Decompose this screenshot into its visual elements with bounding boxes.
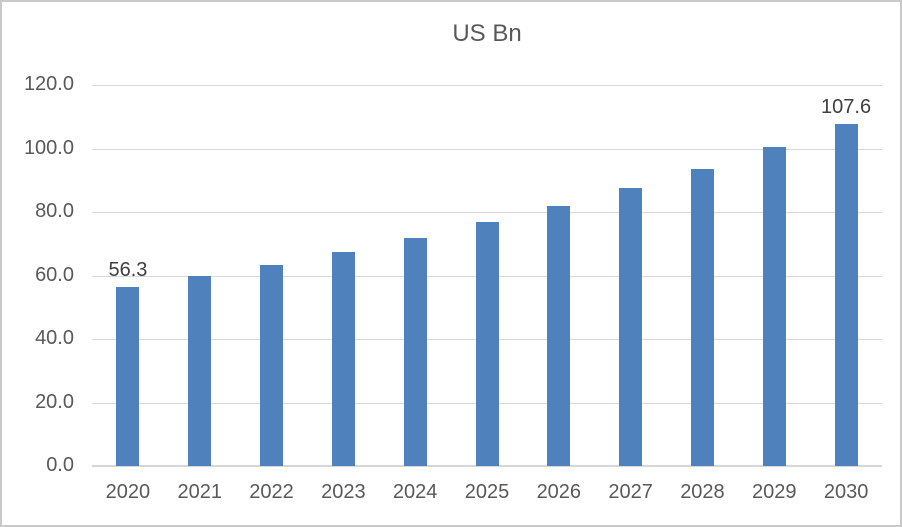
bar xyxy=(188,276,212,466)
y-tick-label: 20.0 xyxy=(35,390,74,413)
x-tick-label: 2029 xyxy=(752,481,797,503)
bar xyxy=(403,237,427,466)
bar xyxy=(116,287,140,466)
bar xyxy=(762,146,786,466)
x-tick-label: 2025 xyxy=(464,481,510,503)
bar xyxy=(331,251,355,466)
bar xyxy=(547,206,571,466)
bar xyxy=(619,188,643,466)
plot-area: 56.3 107.6 xyxy=(92,85,882,467)
x-tick-label: 2021 xyxy=(177,481,222,503)
x-tick-label: 2030 xyxy=(823,481,869,503)
y-tick-label: 80.0 xyxy=(35,200,74,222)
x-tick-label: 2026 xyxy=(536,481,582,503)
y-tick-label: 60.0 xyxy=(35,263,74,286)
x-tick-label: 2022 xyxy=(249,481,294,503)
data-label: 56.3 xyxy=(108,259,148,282)
x-tick-label: 2024 xyxy=(392,481,438,503)
x-tick-label: 2020 xyxy=(105,481,151,503)
gridline xyxy=(92,212,882,213)
gridline xyxy=(92,85,882,86)
bar xyxy=(260,264,284,466)
data-label: 107.6 xyxy=(821,96,872,119)
chart-title: US Bn xyxy=(452,20,522,47)
x-tick-label: 2028 xyxy=(680,481,725,503)
y-tick-label: 40.0 xyxy=(35,327,74,349)
y-tick-label: 120.0 xyxy=(23,73,74,95)
bar xyxy=(834,124,858,466)
gridline xyxy=(92,148,882,150)
bar xyxy=(690,169,714,466)
y-tick-label: 100.0 xyxy=(23,136,74,159)
x-axis-line xyxy=(92,465,882,467)
bar xyxy=(475,222,499,466)
x-tick-label: 2027 xyxy=(608,481,653,503)
x-tick-label: 2023 xyxy=(321,481,366,503)
y-tick-label: 0.0 xyxy=(46,454,74,476)
